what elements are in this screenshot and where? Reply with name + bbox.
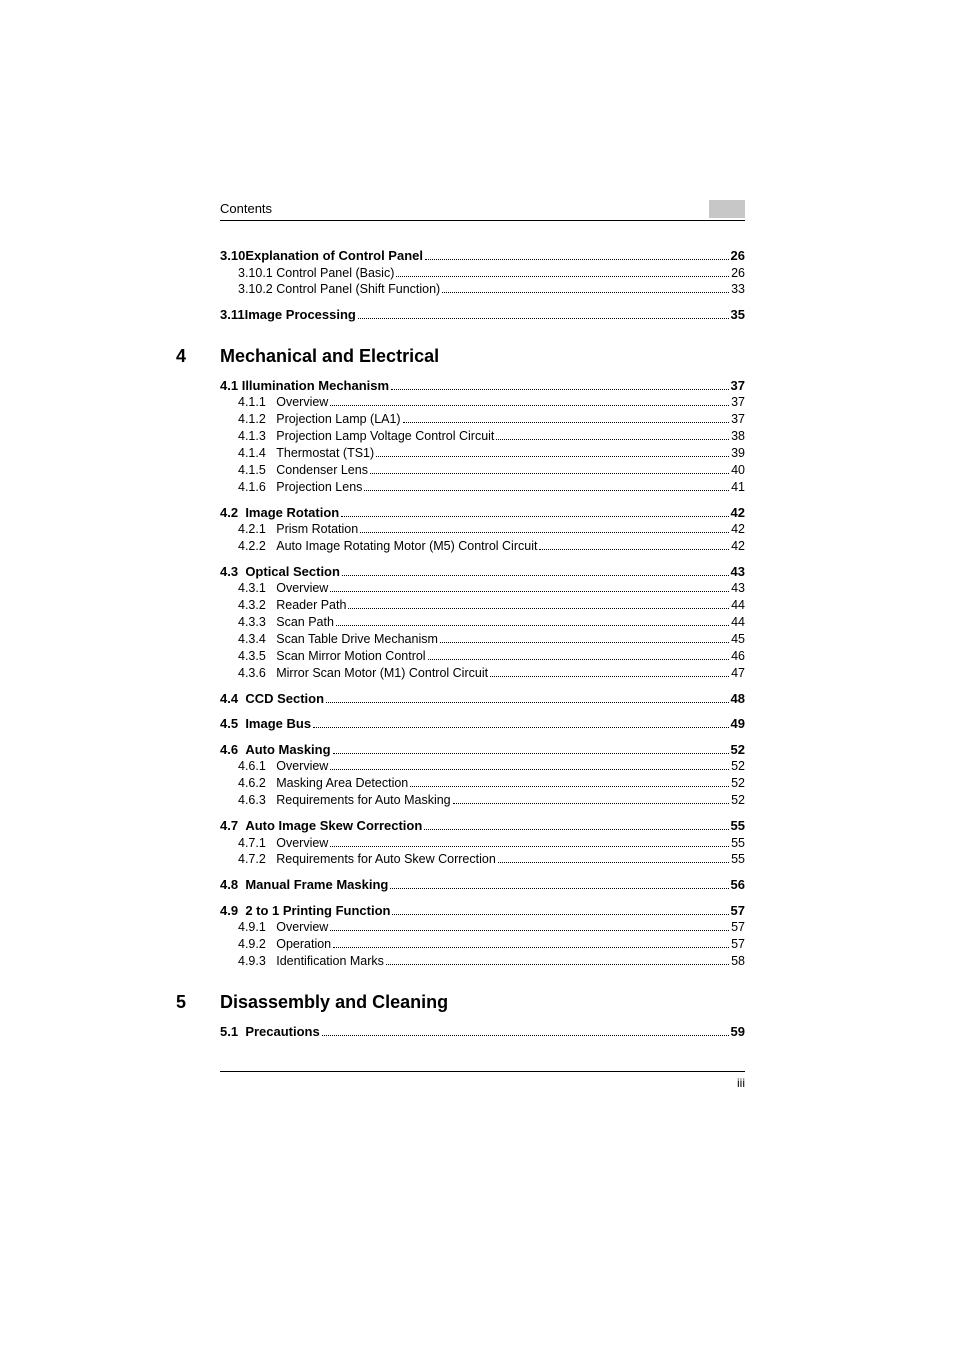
toc-subitem: 4.1.6 Projection Lens 41 [238,479,745,496]
chapter-title: Mechanical and Electrical [220,346,439,367]
toc-subitem: 4.1.5 Condenser Lens 40 [238,462,745,479]
toc-section: 4.3 Optical Section 43 [220,563,745,581]
toc-section: 4.7 Auto Image Skew Correction 55 [220,817,745,835]
toc-subitem: 4.3.6 Mirror Scan Motor (M1) Control Cir… [238,665,745,682]
toc-subitem: 3.10.2 Control Panel (Shift Function) 33 [238,281,745,298]
chapter-heading: 4 Mechanical and Electrical [220,346,745,367]
toc-section: 3.11 Image Processing 35 [220,306,745,324]
toc-section: 5.1 Precautions 59 [220,1023,745,1041]
section-title: Illumination Mechanism [242,377,389,395]
toc-section: 4.6 Auto Masking 52 [220,741,745,759]
chapter-number: 4 [176,346,220,367]
toc-subitem: 4.6.1 Overview 52 [238,758,745,775]
toc-subitem: 4.2.2 Auto Image Rotating Motor (M5) Con… [238,538,745,555]
section-title: Image Processing [245,306,356,324]
toc-subitem: 4.9.2 Operation 57 [238,936,745,953]
section-title: Explanation of Control Panel [245,247,423,265]
toc-subitem: 4.1.4 Thermostat (TS1) 39 [238,445,745,462]
item-title: Control Panel (Shift Function) [276,281,440,298]
chapter-title: Disassembly and Cleaning [220,992,448,1013]
toc-section: 4.1 Illumination Mechanism 37 [220,377,745,395]
toc-subitem: 4.9.3 Identification Marks 58 [238,953,745,970]
toc-subitem: 3.10.1 Control Panel (Basic) 26 [238,265,745,282]
toc-section: 4.8 Manual Frame Masking 56 [220,876,745,894]
page-ref: 37 [731,377,745,395]
toc-subitem: 4.3.3 Scan Path 44 [238,614,745,631]
toc-section: 4.5 Image Bus 49 [220,715,745,733]
toc-subitem: 4.3.2 Reader Path 44 [238,597,745,614]
toc-section: 4.2 Image Rotation 42 [220,504,745,522]
toc-section: 3.10 Explanation of Control Panel 26 [220,247,745,265]
leader-dots [425,259,729,260]
toc-subitem: 4.2.1 Prism Rotation 42 [238,521,745,538]
item-title: Control Panel (Basic) [276,265,394,282]
footer-rule [220,1071,745,1072]
header-label: Contents [220,201,272,216]
section-number: 4.1 [220,377,238,395]
toc-section: 4.4 CCD Section 48 [220,690,745,708]
page-number: iii [220,1076,745,1090]
page-ref: 26 [731,265,745,282]
item-number: 3.10.2 [238,281,273,298]
chapter-heading: 5 Disassembly and Cleaning [220,992,745,1013]
chapter-number: 5 [176,992,220,1013]
header-color-block [709,200,745,218]
toc-subitem: 4.3.1 Overview 43 [238,580,745,597]
section-number: 3.10 [220,247,245,265]
toc-section: 4.9 2 to 1 Printing Function 57 [220,902,745,920]
item-number: 3.10.1 [238,265,273,282]
toc-subitem: 4.3.5 Scan Mirror Motion Control 46 [238,648,745,665]
section-number: 3.11 [220,306,245,324]
toc-subitem: 4.9.1 Overview 57 [238,919,745,936]
toc-subitem: 4.6.2 Masking Area Detection 52 [238,775,745,792]
toc-subitem: 4.1.1 Overview 37 [238,394,745,411]
toc-subitem: 4.7.2 Requirements for Auto Skew Correct… [238,851,745,868]
header-rule [220,220,745,221]
page-footer: iii [220,1071,745,1090]
toc-content: 3.10 Explanation of Control Panel 26 3.1… [220,247,745,1041]
toc-subitem: 4.6.3 Requirements for Auto Masking 52 [238,792,745,809]
toc-subitem: 4.3.4 Scan Table Drive Mechanism 45 [238,631,745,648]
toc-subitem: 4.1.3 Projection Lamp Voltage Control Ci… [238,428,745,445]
page-ref: 33 [731,281,745,298]
page-ref: 26 [731,247,745,265]
toc-subitem: 4.1.2 Projection Lamp (LA1) 37 [238,411,745,428]
page-ref: 35 [731,306,745,324]
toc-subitem: 4.7.1 Overview 55 [238,835,745,852]
